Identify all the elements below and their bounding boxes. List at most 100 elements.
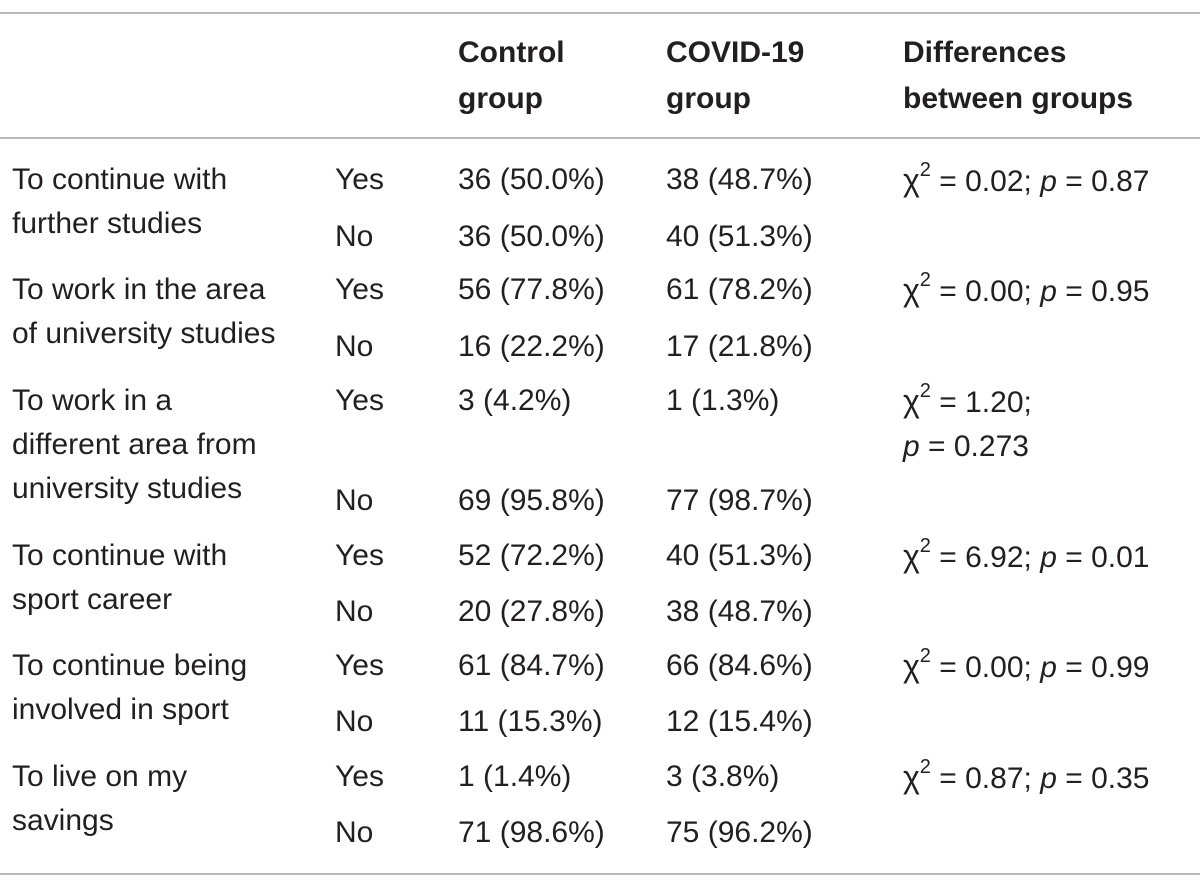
response-yes: Yes <box>335 273 384 306</box>
p-label: p <box>1040 541 1057 574</box>
control-value: 36 (50.0%) <box>458 220 605 253</box>
row-label-line: university studies <box>12 472 243 505</box>
control-value: 56 (77.8%) <box>458 273 605 306</box>
response-yes: Yes <box>335 539 384 572</box>
response-no: No <box>335 220 374 253</box>
header-control: Control group <box>458 30 565 122</box>
response-no: No <box>335 330 374 363</box>
header-control-line2: group <box>458 82 543 115</box>
response-yes: Yes <box>335 163 384 196</box>
row-label-line: To live on my <box>12 760 188 793</box>
chi-value: = 0.02; <box>930 165 1032 198</box>
header-covid: COVID-19 group <box>666 30 804 122</box>
covid-value: 1 (1.3%) <box>666 384 780 417</box>
p-label: p <box>1040 651 1057 684</box>
control-value: 3 (4.2%) <box>458 384 572 417</box>
row-label-line: of university studies <box>12 317 276 350</box>
chi-symbol: χ <box>903 383 920 419</box>
covid-value: 17 (21.8%) <box>666 330 813 363</box>
control-value: 11 (15.3%) <box>458 705 603 738</box>
control-value: 61 (84.7%) <box>458 649 605 682</box>
header-rule <box>0 137 1200 139</box>
response-yes: Yes <box>335 760 384 793</box>
bottom-rule <box>0 873 1200 875</box>
covid-value: 38 (48.7%) <box>666 163 813 196</box>
covid-value: 66 (84.6%) <box>666 649 813 682</box>
chi-exponent: 2 <box>919 756 931 778</box>
p-label: p <box>903 430 920 463</box>
control-value: 69 (95.8%) <box>458 484 605 517</box>
control-value: 16 (22.2%) <box>458 330 605 363</box>
covid-value: 12 (15.4%) <box>666 705 813 738</box>
p-line: p = 0.273 <box>903 425 1032 469</box>
header-covid-line1: COVID-19 <box>666 36 805 69</box>
chi-square-stat: χ2 = 0.00; p = 0.95 <box>903 268 1149 314</box>
header-control-line1: Control <box>458 36 565 69</box>
chi-square-stat: χ2 = 0.87; p = 0.35 <box>903 755 1149 801</box>
response-no: No <box>335 705 374 738</box>
control-value: 71 (98.6%) <box>458 816 605 849</box>
p-value: = 0.35 <box>1056 762 1150 795</box>
response-no: No <box>335 816 374 849</box>
p-value: = 0.99 <box>1056 651 1150 684</box>
covid-value: 3 (3.8%) <box>666 760 780 793</box>
p-label: p <box>1040 165 1057 198</box>
row-label-line: involved in sport <box>12 693 229 726</box>
row-label: To work in a different area from univers… <box>12 379 257 511</box>
covid-value: 40 (51.3%) <box>666 220 813 253</box>
covid-value: 77 (98.7%) <box>666 484 813 517</box>
chi-line: χ2 = 1.20; <box>903 379 1032 425</box>
chi-symbol: χ <box>903 648 920 684</box>
control-value: 52 (72.2%) <box>458 539 605 572</box>
row-label: To continue being involved in sport <box>12 644 247 732</box>
covid-value: 38 (48.7%) <box>666 595 813 628</box>
header-covid-line2: group <box>666 82 751 115</box>
row-label: To live on my savings <box>12 755 187 843</box>
chi-value: = 1.20; <box>930 386 1032 419</box>
row-label-line: To continue with <box>12 163 228 196</box>
p-value: = 0.01 <box>1056 541 1150 574</box>
row-label-line: sport career <box>12 583 173 616</box>
row-label-line: To continue with <box>12 539 228 572</box>
header-differences: Differences between groups <box>903 30 1133 122</box>
control-value: 36 (50.0%) <box>458 163 605 196</box>
response-no: No <box>335 484 374 517</box>
chi-square-stat: χ2 = 1.20; p = 0.273 <box>903 379 1032 469</box>
row-label-line: further studies <box>12 207 203 240</box>
p-label: p <box>1040 762 1057 795</box>
covid-value: 40 (51.3%) <box>666 539 813 572</box>
chi-symbol: χ <box>903 759 920 795</box>
row-label: To work in the area of university studie… <box>12 268 275 356</box>
chi-symbol: χ <box>903 538 920 574</box>
chi-square-stat: χ2 = 6.92; p = 0.01 <box>903 534 1149 580</box>
chi-square-stat: χ2 = 0.02; p = 0.87 <box>903 158 1149 204</box>
row-label: To continue with sport career <box>12 534 227 622</box>
chi-value: = 0.00; <box>930 275 1032 308</box>
row-label: To continue with further studies <box>12 158 227 246</box>
control-value: 1 (1.4%) <box>458 760 572 793</box>
header-diff-line1: Differences <box>903 36 1067 69</box>
top-rule <box>0 12 1200 14</box>
chi-symbol: χ <box>903 162 920 198</box>
row-label-line: To work in the area <box>12 273 266 306</box>
response-no: No <box>335 595 374 628</box>
row-label-line: different area from <box>12 428 257 461</box>
p-value: = 0.87 <box>1056 165 1150 198</box>
p-label: p <box>1040 275 1057 308</box>
chi-value: = 0.00; <box>930 651 1032 684</box>
chi-exponent: 2 <box>919 535 931 557</box>
chi-value: = 6.92; <box>930 541 1032 574</box>
chi-value: = 0.87; <box>930 762 1032 795</box>
chi-exponent: 2 <box>919 159 931 181</box>
chi-square-stat: χ2 = 0.00; p = 0.99 <box>903 644 1149 690</box>
response-yes: Yes <box>335 384 384 417</box>
chi-exponent: 2 <box>919 269 931 291</box>
row-label-line: savings <box>12 804 114 837</box>
row-label-line: To continue being <box>12 649 248 682</box>
chi-exponent: 2 <box>919 645 931 667</box>
covid-value: 61 (78.2%) <box>666 273 813 306</box>
header-diff-line2: between groups <box>903 82 1134 115</box>
control-value: 20 (27.8%) <box>458 595 605 628</box>
chi-exponent: 2 <box>919 380 931 402</box>
p-value: = 0.95 <box>1056 275 1150 308</box>
